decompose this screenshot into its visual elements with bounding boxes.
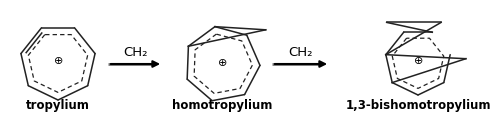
Text: $\oplus$: $\oplus$ xyxy=(217,57,227,69)
Text: $\oplus$: $\oplus$ xyxy=(53,55,63,67)
Text: CH₂: CH₂ xyxy=(123,46,148,59)
Text: CH₂: CH₂ xyxy=(289,46,313,59)
Text: homotropylium: homotropylium xyxy=(172,99,272,112)
Text: $\oplus$: $\oplus$ xyxy=(413,55,423,67)
Text: tropylium: tropylium xyxy=(26,99,90,112)
Text: 1,3-bishomotropylium: 1,3-bishomotropylium xyxy=(345,99,491,112)
